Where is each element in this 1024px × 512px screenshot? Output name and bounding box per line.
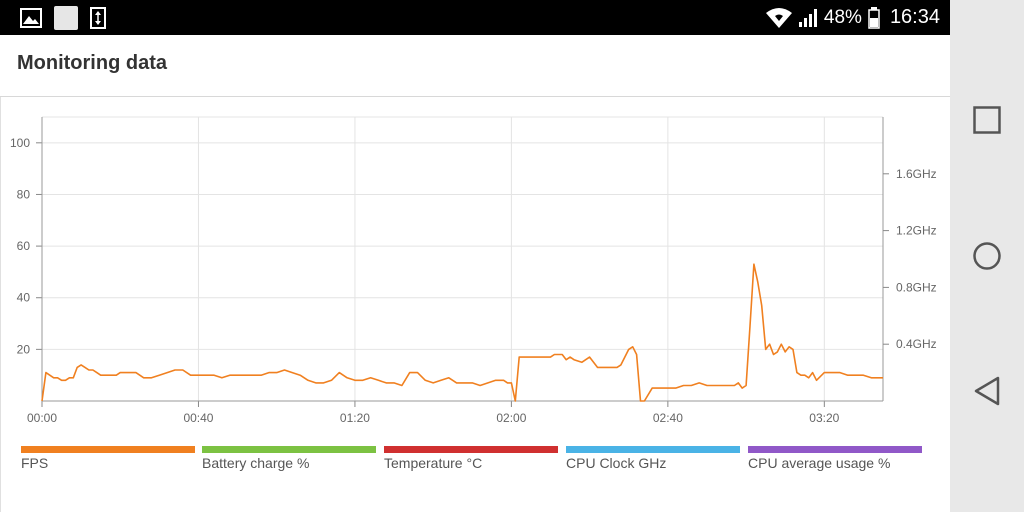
legend-swatch — [748, 446, 922, 453]
page-title: Monitoring data — [17, 52, 167, 74]
home-button[interactable] — [950, 226, 1024, 286]
x-tick-label: 02:40 — [653, 411, 683, 425]
legend-label: Battery charge % — [202, 455, 310, 471]
y-tick-label: 20 — [17, 342, 31, 356]
legend-swatch — [21, 446, 195, 453]
legend-item[interactable]: FPS — [21, 446, 195, 476]
clock-time: 16:34 — [889, 6, 940, 28]
legend-label: CPU Clock GHz — [566, 455, 667, 471]
legend-item[interactable]: CPU Clock GHz — [566, 446, 740, 476]
recent-apps-button[interactable] — [950, 90, 1024, 150]
y2-tick-label: 1.6GHz — [896, 167, 937, 181]
x-tick-label: 00:40 — [183, 411, 213, 425]
app-header: Monitoring data — [0, 35, 950, 97]
legend-item[interactable]: CPU average usage % — [748, 446, 922, 476]
legend-label: CPU average usage % — [748, 455, 891, 471]
circle-icon — [973, 242, 1001, 270]
legend-item[interactable]: Temperature °C — [384, 446, 558, 476]
white-square-icon — [54, 6, 78, 30]
vertical-arrows-icon — [90, 7, 106, 29]
y-tick-label: 80 — [17, 187, 31, 201]
monitoring-chart: 20 40 60 80 100 00:00 00:40 01:20 02:00 02:40 03:2… — [10, 116, 937, 425]
legend-swatch — [566, 446, 740, 453]
triangle-back-icon — [974, 376, 1000, 406]
chart-panel — [0, 97, 950, 512]
y2-tick-label: 0.8GHz — [896, 280, 937, 294]
y-tick-label: 40 — [17, 291, 31, 305]
signal-icon — [798, 8, 817, 27]
x-tick-label: 02:00 — [496, 411, 526, 425]
battery-icon — [868, 6, 880, 29]
y2-tick-label: 0.4GHz — [896, 337, 937, 351]
y2-tick-label: 1.2GHz — [896, 224, 937, 238]
y-tick-label: 100 — [10, 136, 30, 150]
status-right-icons: 48% 16:34 — [765, 0, 940, 35]
battery-percent: 48% — [823, 6, 862, 28]
x-tick-label: 01:20 — [340, 411, 370, 425]
fps-series-line — [41, 263, 883, 402]
navigation-bar — [950, 0, 1024, 512]
legend-item[interactable]: Battery charge % — [202, 446, 376, 476]
image-icon — [20, 8, 42, 28]
status-bar: 48% 16:34 — [0, 0, 950, 35]
legend-label: FPS — [21, 455, 49, 471]
back-button[interactable] — [950, 361, 1024, 421]
chart-legend: FPS Battery charge % Temperature °C CPU Clo… — [0, 446, 950, 476]
legend-swatch — [202, 446, 376, 453]
square-icon — [973, 106, 1001, 134]
wifi-icon — [765, 7, 792, 28]
x-tick-label: 03:20 — [809, 411, 839, 425]
y-tick-label: 60 — [17, 239, 31, 253]
status-left-icons — [20, 5, 106, 31]
legend-label: Temperature °C — [384, 455, 483, 471]
legend-swatch — [384, 446, 558, 453]
x-tick-label: 00:00 — [27, 411, 57, 425]
